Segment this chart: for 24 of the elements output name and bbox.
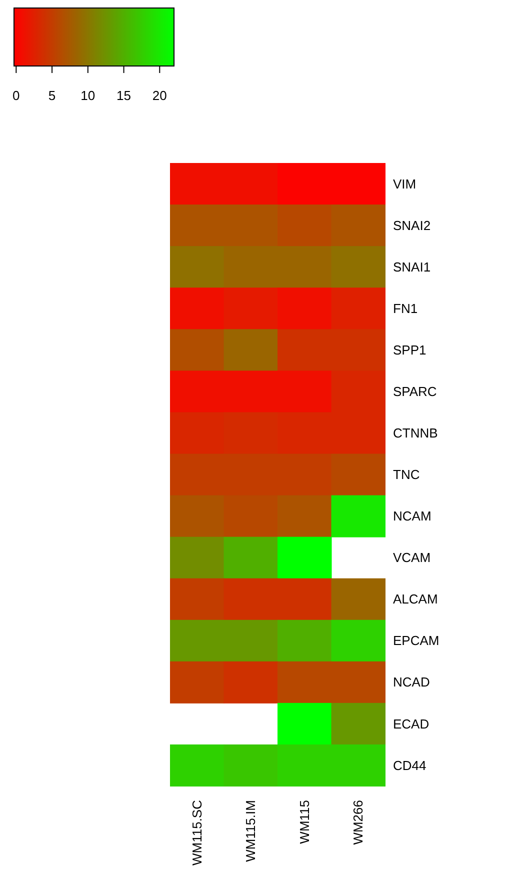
- y-tick-label: ECAD: [393, 716, 430, 732]
- y-tick-label: CTNNB: [393, 426, 438, 441]
- color-bar-label: 20: [152, 88, 167, 103]
- y-tick-label: SPARC: [393, 384, 437, 399]
- x-tick-label: WM115: [296, 800, 312, 844]
- x-tick-label: WM115.IM: [243, 800, 258, 862]
- color-bar-label: 0: [12, 88, 20, 103]
- color-bar-label: 10: [80, 88, 96, 103]
- y-tick-label: SPP1: [393, 342, 426, 358]
- color-bar-label: 15: [116, 88, 132, 103]
- y-tick-label: CD44: [393, 758, 426, 773]
- y-tick-label: ALCAM: [393, 592, 438, 607]
- y-tick-label: EPCAM: [393, 633, 440, 648]
- x-tick-label: WM115.SC: [189, 800, 204, 866]
- y-tick-label: VCAM: [393, 550, 431, 566]
- y-tick-label: SNAI2: [393, 218, 431, 233]
- x-tick-label: WM266: [350, 800, 366, 845]
- y-tick-label: TNC: [393, 467, 420, 482]
- color-bar-label: 5: [48, 88, 56, 103]
- y-tick-label: NCAD: [393, 674, 430, 690]
- y-tick-label: NCAM: [393, 508, 432, 524]
- y-tick-label: SNAI1: [393, 259, 431, 274]
- y-tick-label: VIM: [393, 176, 416, 192]
- y-tick-label: FN1: [393, 300, 418, 316]
